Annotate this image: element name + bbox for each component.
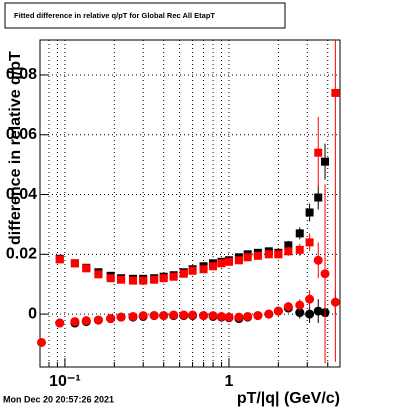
marker: [159, 311, 169, 321]
marker: [253, 311, 263, 321]
marker: [37, 337, 47, 347]
marker: [55, 318, 65, 328]
marker: [169, 310, 179, 320]
marker: [216, 311, 226, 321]
marker: [331, 88, 340, 97]
marker: [313, 306, 323, 316]
marker: [106, 274, 115, 283]
marker: [217, 259, 226, 268]
y-tick-label: 0: [28, 305, 37, 322]
marker: [209, 262, 218, 271]
y-axis-label: difference in relative q/pT: [7, 51, 24, 245]
marker: [179, 269, 188, 278]
marker: [93, 315, 103, 325]
marker: [234, 256, 243, 265]
marker: [295, 229, 304, 238]
marker: [169, 272, 178, 281]
marker: [283, 302, 293, 312]
marker: [253, 251, 262, 260]
chart-title: Fitted difference in relative q/pT for G…: [14, 11, 215, 20]
marker: [295, 245, 304, 254]
marker: [284, 247, 293, 256]
marker: [313, 255, 323, 265]
x-axis-label: pT/|q| (GeV/c): [237, 390, 340, 407]
y-tick-label: 0.04: [6, 186, 37, 203]
y-tick-label: 0.08: [6, 66, 37, 83]
y-tick-label: 0.06: [6, 126, 37, 143]
x-tick-label: 1: [225, 373, 234, 390]
marker: [243, 253, 252, 262]
marker: [295, 300, 305, 310]
plot-frame: [39, 39, 341, 368]
marker: [199, 265, 208, 274]
marker: [70, 317, 80, 327]
marker: [305, 294, 315, 304]
marker: [139, 276, 148, 285]
marker: [117, 275, 126, 284]
marker: [188, 310, 198, 320]
marker: [295, 308, 305, 318]
y-tick-label: 0.02: [6, 246, 37, 263]
marker: [128, 276, 137, 285]
marker: [321, 157, 330, 166]
title-box: [4, 2, 286, 29]
marker: [274, 250, 283, 259]
marker: [55, 255, 64, 264]
marker: [224, 312, 234, 322]
marker: [305, 208, 314, 217]
marker: [70, 259, 79, 268]
marker: [82, 264, 91, 273]
marker: [243, 311, 253, 321]
x-tick-label: 10⁻¹: [49, 373, 81, 390]
marker: [149, 311, 159, 321]
marker: [199, 311, 209, 321]
marker: [106, 314, 116, 324]
marker: [273, 306, 283, 316]
marker: [305, 238, 314, 247]
marker: [224, 257, 233, 266]
marker: [208, 311, 218, 321]
marker: [188, 266, 197, 275]
marker: [305, 309, 315, 319]
marker: [138, 311, 148, 321]
marker: [128, 311, 138, 321]
marker: [314, 193, 323, 202]
marker: [159, 274, 168, 283]
marker: [320, 269, 330, 279]
marker: [234, 312, 244, 322]
timestamp: Mon Dec 20 20:57:26 2021: [3, 394, 114, 404]
marker: [330, 297, 340, 307]
marker: [314, 148, 323, 157]
marker: [116, 312, 126, 322]
marker: [150, 275, 159, 284]
marker: [264, 250, 273, 259]
marker: [284, 241, 293, 250]
marker: [179, 310, 189, 320]
marker: [81, 316, 91, 326]
marker: [94, 270, 103, 279]
marker: [264, 309, 274, 319]
